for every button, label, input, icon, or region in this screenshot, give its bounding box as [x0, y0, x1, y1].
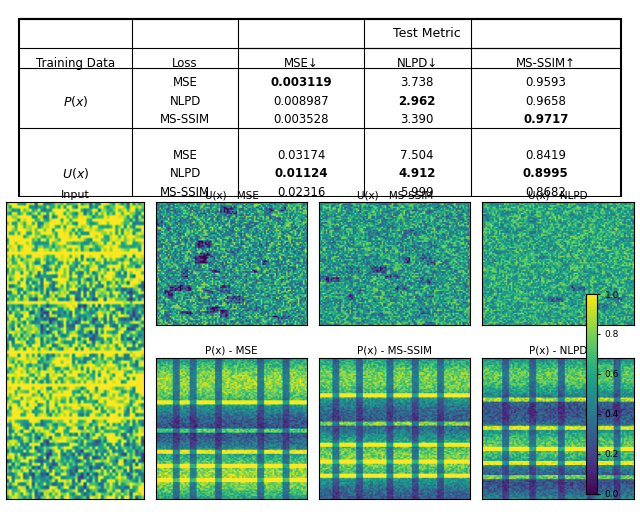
Text: 0.008987: 0.008987 — [273, 94, 329, 108]
Text: 0.02316: 0.02316 — [277, 185, 325, 198]
Text: Test Metric: Test Metric — [393, 27, 461, 40]
Text: NLPD: NLPD — [170, 94, 201, 108]
Text: NLPD: NLPD — [170, 167, 201, 181]
Text: 0.9593: 0.9593 — [525, 77, 566, 89]
Text: MS-SSIM: MS-SSIM — [160, 113, 210, 126]
Text: Training Data: Training Data — [36, 57, 115, 70]
Text: 0.9658: 0.9658 — [525, 94, 566, 108]
Text: 3.738: 3.738 — [401, 77, 434, 89]
Title: U(x) - MSE: U(x) - MSE — [205, 190, 259, 200]
Title: U(x) - NLPD: U(x) - NLPD — [528, 190, 588, 200]
Text: Loss: Loss — [172, 57, 198, 70]
Text: MSE: MSE — [173, 149, 198, 162]
Title: P(x) - MSE: P(x) - MSE — [205, 345, 258, 355]
Text: 4.912: 4.912 — [399, 167, 436, 181]
Title: P(x) - NLPD: P(x) - NLPD — [529, 345, 587, 355]
Text: MS-SSIM: MS-SSIM — [160, 185, 210, 198]
Text: 5.999: 5.999 — [401, 185, 434, 198]
Text: 0.003528: 0.003528 — [273, 113, 329, 126]
Title: U(x) - MS-SSIM: U(x) - MS-SSIM — [356, 190, 433, 200]
Text: 0.8419: 0.8419 — [525, 149, 566, 162]
Text: MS-SSIM↑: MS-SSIM↑ — [516, 57, 576, 70]
Text: $P(x)$: $P(x)$ — [63, 93, 88, 109]
Text: NLPD↓: NLPD↓ — [397, 57, 438, 70]
Text: 7.504: 7.504 — [401, 149, 434, 162]
Text: MSE↓: MSE↓ — [284, 57, 319, 70]
Text: 0.01124: 0.01124 — [275, 167, 328, 181]
Text: 0.03174: 0.03174 — [277, 149, 325, 162]
Text: 0.8682: 0.8682 — [525, 185, 566, 198]
Text: $U(x)$: $U(x)$ — [62, 166, 89, 181]
Text: 0.003119: 0.003119 — [270, 77, 332, 89]
Title: P(x) - MS-SSIM: P(x) - MS-SSIM — [357, 345, 432, 355]
Text: 3.390: 3.390 — [401, 113, 434, 126]
Title: Input: Input — [61, 190, 90, 200]
Text: 0.9717: 0.9717 — [523, 113, 568, 126]
Text: 0.8995: 0.8995 — [523, 167, 569, 181]
Text: MSE: MSE — [173, 77, 198, 89]
Text: 2.962: 2.962 — [399, 94, 436, 108]
